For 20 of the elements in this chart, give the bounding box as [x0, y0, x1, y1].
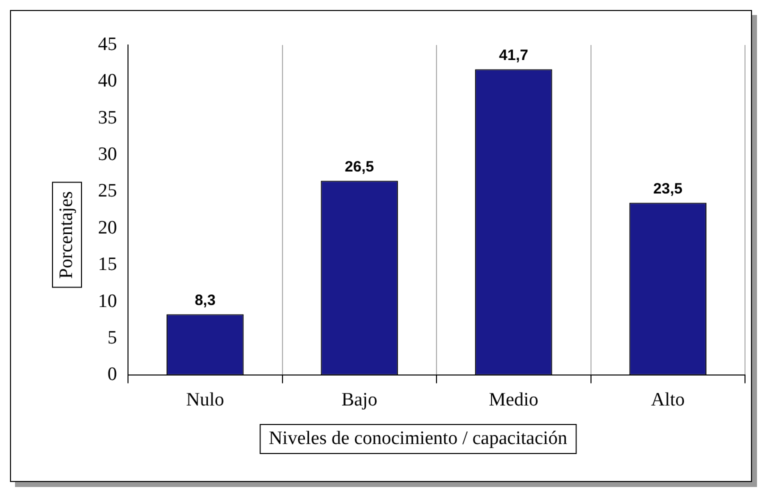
- y-tick-label: 5: [108, 327, 117, 348]
- y-tick-label: 45: [98, 34, 117, 55]
- y-tick-label: 20: [98, 217, 117, 238]
- x-tick-label: Nulo: [186, 390, 224, 411]
- y-tick-label: 10: [98, 290, 117, 312]
- x-tick-label: Bajo: [341, 390, 378, 411]
- y-tick-label: 15: [98, 254, 117, 276]
- x-tick-label: Medio: [488, 390, 538, 411]
- y-tick-label: 40: [98, 70, 117, 92]
- y-tick-label: 35: [98, 107, 117, 128]
- data-label: 23,5: [653, 180, 682, 198]
- data-label: 26,5: [344, 158, 374, 176]
- y-axis-title: Porcentajes: [52, 182, 82, 288]
- y-tick-label: 25: [98, 180, 117, 202]
- y-tick-label: 0: [108, 364, 117, 386]
- x-tick-label: Alto: [650, 390, 685, 411]
- data-label: 41,7: [499, 46, 528, 64]
- y-tick-label: 30: [98, 144, 117, 166]
- data-label: 8,3: [194, 292, 216, 309]
- x-axis-title: Niveles de conocimiento / capacitación: [260, 424, 576, 454]
